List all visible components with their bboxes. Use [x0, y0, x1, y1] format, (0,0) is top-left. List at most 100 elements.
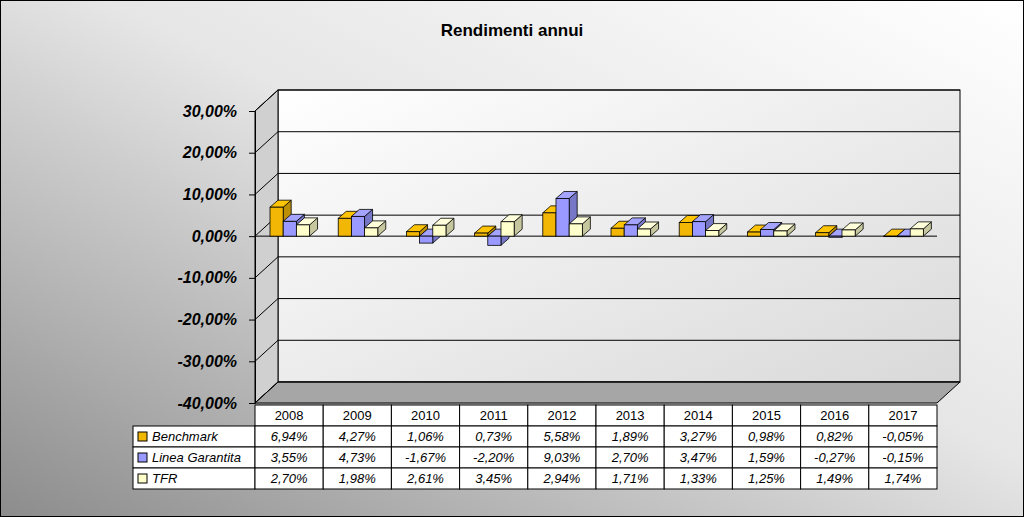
legend-key: [138, 432, 147, 441]
value-label: 1,59%: [748, 450, 785, 465]
grid-line-side: [255, 299, 278, 320]
bar: [283, 221, 296, 236]
grid-line: [278, 173, 960, 174]
grid-line-side: [255, 173, 278, 194]
bar-top: [270, 200, 291, 207]
value-label: 1,06%: [407, 429, 444, 444]
y-tick-label: 30,00%: [183, 103, 237, 120]
category-label: 2009: [343, 408, 372, 423]
table-cell: [323, 447, 391, 468]
y-tick: -40,00%: [177, 395, 255, 412]
background: [1, 1, 1024, 517]
value-label: 5,58%: [543, 429, 580, 444]
value-label: -2,20%: [473, 450, 514, 465]
table-cell: [801, 426, 869, 447]
table-cell: [869, 447, 937, 468]
legend-cell: [133, 447, 255, 468]
y-tick-mark: [249, 111, 255, 112]
table-cell: [391, 447, 459, 468]
legend-label: Benchmark: [152, 429, 219, 444]
value-label: 0,73%: [475, 429, 512, 444]
legend-label: Linea Garantita: [152, 450, 241, 465]
value-label: 2,94%: [542, 471, 580, 486]
y-tick-mark: [249, 320, 255, 321]
table-header-cell: [801, 405, 869, 426]
category-label: 2011: [480, 408, 508, 423]
legend-key: [138, 453, 147, 462]
chart-svg: Rendimenti annui-40,00%-30,00%-20,00%-10…: [0, 0, 1024, 517]
table-cell: [732, 447, 800, 468]
bar-group: [296, 218, 317, 236]
grid-line-side: [255, 90, 278, 111]
table-header-cell: [460, 405, 528, 426]
value-label: 3,47%: [680, 450, 717, 465]
bar: [433, 225, 446, 236]
grid-line: [278, 90, 960, 91]
data-table: 2008200920102011201220132014201520162017…: [133, 405, 937, 489]
bar: [774, 231, 787, 236]
table-cell: [664, 447, 732, 468]
table-header-cell: [869, 405, 937, 426]
bar-top: [624, 218, 645, 225]
table-cell: [596, 447, 664, 468]
bar-top: [569, 217, 590, 224]
bar: [897, 236, 910, 238]
value-label: 4,73%: [339, 450, 376, 465]
bar-group: [433, 218, 454, 236]
table-cell: [255, 468, 323, 489]
bar-group: [706, 224, 727, 237]
bar: [884, 236, 897, 238]
value-label: 1,74%: [884, 471, 921, 486]
bar-top: [501, 215, 522, 222]
table-cell: [323, 426, 391, 447]
table-header-cell: [664, 405, 732, 426]
category-label: 2017: [888, 408, 917, 423]
bar: [679, 223, 692, 237]
legend-key: [138, 474, 147, 483]
grid-line-side: [255, 382, 278, 403]
y-tick-mark: [249, 153, 255, 154]
y-tick-label: -30,00%: [177, 353, 237, 370]
table-cell: [596, 468, 664, 489]
table-cell: [255, 447, 323, 468]
table-header-cell: [391, 405, 459, 426]
grid-line: [278, 131, 960, 132]
y-tick-label: 10,00%: [183, 186, 237, 203]
legend-label: TFR: [152, 471, 177, 486]
floor: [255, 382, 960, 403]
y-tick-mark: [249, 403, 255, 404]
bar: [816, 233, 829, 236]
grid-line: [278, 215, 960, 216]
table-cell: [391, 468, 459, 489]
category-label: 2014: [684, 408, 713, 423]
value-label: -0,27%: [814, 450, 855, 465]
y-tick: -30,00%: [177, 353, 255, 370]
category-label: 2010: [411, 408, 440, 423]
bar: [475, 233, 488, 236]
bar: [488, 236, 501, 245]
table-header-cell: [596, 405, 664, 426]
y-tick: 10,00%: [183, 186, 255, 203]
value-label: 2,61%: [406, 471, 444, 486]
bar-top: [556, 191, 577, 198]
value-label: 1,89%: [612, 429, 649, 444]
value-label: 2,70%: [270, 471, 308, 486]
value-label: 1,49%: [816, 471, 853, 486]
bar: [637, 229, 650, 236]
bar-top: [433, 218, 454, 225]
bar: [829, 236, 842, 237]
bar: [270, 207, 283, 236]
grid: [255, 90, 960, 403]
bar-top: [365, 221, 386, 228]
chart-container: Rendimenti annui-40,00%-30,00%-20,00%-10…: [0, 0, 1024, 517]
bar: [338, 218, 351, 236]
bar: [842, 230, 855, 236]
table-cell: [460, 447, 528, 468]
grid-line-side: [255, 257, 278, 278]
value-label: -0,05%: [882, 429, 923, 444]
bar-group: [569, 217, 590, 236]
bar-group: [910, 222, 931, 236]
y-tick: 20,00%: [182, 144, 255, 161]
left-wall: [255, 90, 278, 403]
bar: [761, 230, 774, 237]
